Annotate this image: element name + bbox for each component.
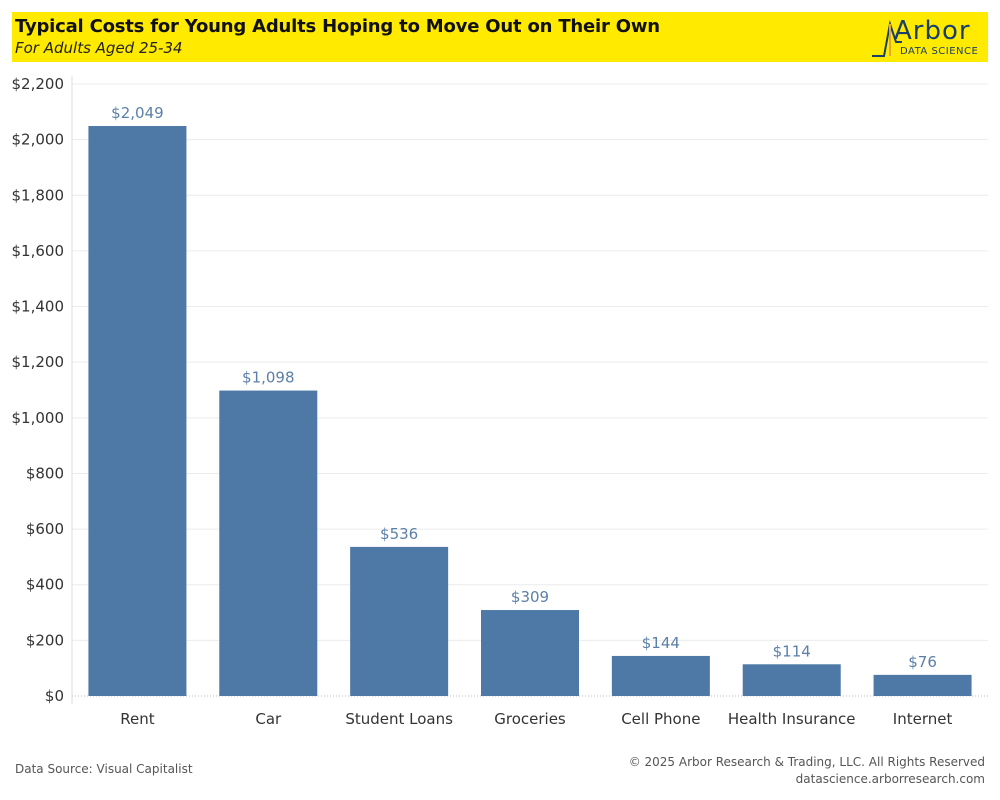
- bar-car[interactable]: [219, 390, 318, 696]
- chart-title: Typical Costs for Young Adults Hoping to…: [15, 16, 660, 37]
- bar-internet[interactable]: [873, 674, 972, 696]
- bar-health-insurance[interactable]: [742, 664, 841, 696]
- data-label: $144: [642, 634, 680, 652]
- bars: [88, 126, 972, 697]
- data-label: $2,049: [111, 104, 164, 122]
- data-label: $76: [908, 653, 937, 671]
- y-tick-label: $400: [26, 576, 64, 594]
- y-tick-label: $1,200: [12, 353, 65, 371]
- bar-chart: $0 $200 $400 $600 $800 $1,000 $1,200 $1,400 $1,6…: [12, 75, 988, 728]
- logo-word: Arbor: [894, 16, 971, 46]
- arbor-logo: Arbor DATA SCIENCE: [870, 14, 982, 60]
- x-axis: Rent Car Student Loans Groceries Cell Phone H…: [120, 710, 952, 728]
- y-tick-label: $200: [26, 631, 64, 649]
- y-tick-label: $600: [26, 520, 64, 538]
- data-label: $309: [511, 588, 549, 606]
- x-tick-label: Groceries: [494, 710, 566, 728]
- bar-groceries[interactable]: [481, 610, 579, 696]
- x-tick-label: Internet: [893, 710, 953, 728]
- data-label: $114: [773, 642, 811, 660]
- copyright-block: © 2025 Arbor Research & Trading, LLC. Al…: [629, 754, 985, 788]
- y-tick-label: $1,600: [12, 242, 65, 260]
- data-labels: $2,049 $1,098 $536 $309 $144 $114 $76: [111, 104, 937, 671]
- gridlines: [72, 83, 988, 641]
- data-label: $1,098: [242, 369, 295, 387]
- x-tick-label: Health Insurance: [728, 710, 856, 728]
- data-label: $536: [380, 525, 418, 543]
- y-tick-label: $800: [26, 464, 64, 482]
- y-tick-label: $0: [45, 687, 64, 705]
- copyright-text: © 2025 Arbor Research & Trading, LLC. Al…: [628, 755, 985, 769]
- chart-subtitle: For Adults Aged 25-34: [15, 39, 183, 57]
- logo-tagline: DATA SCIENCE: [900, 46, 979, 57]
- x-tick-label: Rent: [120, 710, 154, 728]
- y-axis: $0 $200 $400 $600 $800 $1,000 $1,200 $1,400 $1,6…: [12, 75, 988, 705]
- title-banner: Typical Costs for Young Adults Hoping to…: [12, 12, 988, 62]
- x-tick-label: Cell Phone: [621, 710, 700, 728]
- x-tick-label: Car: [255, 710, 282, 728]
- y-tick-label: $2,000: [12, 131, 65, 149]
- bar-rent[interactable]: [88, 126, 187, 697]
- y-tick-label: $1,000: [12, 409, 65, 427]
- y-tick-label: $1,800: [12, 186, 65, 204]
- y-tick-label: $2,200: [12, 75, 65, 93]
- arbor-logo-icon: [872, 20, 902, 57]
- x-tick-label: Student Loans: [345, 710, 453, 728]
- y-tick-label: $1,400: [12, 298, 65, 316]
- data-source: Data Source: Visual Capitalist: [15, 762, 193, 776]
- footer-url: datascience.arborresearch.com: [795, 772, 985, 786]
- bar-cell-phone[interactable]: [611, 655, 710, 696]
- bar-student-loans[interactable]: [350, 546, 449, 696]
